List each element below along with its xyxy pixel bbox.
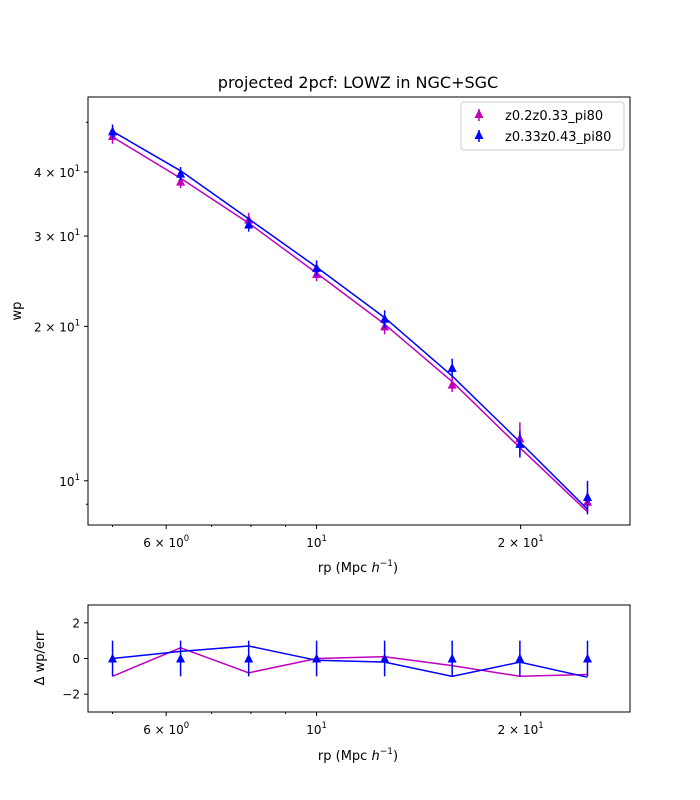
data-point	[380, 653, 390, 663]
residual-y-axis-label: Δ wp/err	[33, 630, 48, 685]
model-line-2	[112, 130, 589, 510]
residual-x-axis-label: rp (Mpc h−1)	[318, 747, 398, 764]
data-point	[515, 438, 525, 448]
data-point	[108, 126, 118, 136]
data-point	[108, 653, 118, 663]
data-point	[447, 362, 457, 372]
y-tick-label: 2 × 101	[34, 318, 80, 334]
y-tick-label: 101	[59, 473, 80, 489]
x-tick-label: 6 × 100	[143, 721, 189, 737]
model-line-1	[112, 136, 589, 513]
data-point	[312, 262, 322, 272]
chart-title: projected 2pcf: LOWZ in NGC+SGC	[218, 73, 498, 92]
residual-line-2	[112, 645, 588, 678]
x-tick-label: 2 × 101	[498, 534, 544, 550]
legend-label-2: z0.33z0.43_pi80	[505, 130, 611, 145]
data-point	[582, 491, 592, 501]
legend-marker-1	[474, 109, 484, 118]
residual-plot-frame	[87, 604, 631, 713]
y-tick-label: 0	[72, 652, 80, 666]
main-plot-frame	[87, 96, 631, 526]
x-tick-label: 101	[306, 721, 327, 737]
data-point	[380, 313, 390, 323]
main-panel: projected 2pcf: LOWZ in NGC+SGC wp rp (M…	[10, 73, 631, 576]
y-tick-label: 4 × 101	[34, 164, 80, 180]
legend-marker-2	[474, 130, 484, 139]
y-tick-label: 3 × 101	[34, 228, 80, 244]
data-point	[447, 653, 457, 663]
data-point	[312, 653, 322, 663]
legend: z0.2z0.33_pi80 z0.33z0.43_pi80	[460, 101, 625, 151]
legend-label-1: z0.2z0.33_pi80	[505, 109, 603, 124]
data-point	[176, 176, 186, 186]
data-point	[176, 168, 186, 178]
y-tick-label: 2	[72, 616, 80, 630]
x-tick-label: 2 × 101	[498, 721, 544, 737]
data-point	[582, 653, 592, 663]
data-point	[244, 219, 254, 229]
x-axis-label: rp (Mpc h−1)	[318, 559, 398, 576]
x-tick-label: 6 × 100	[143, 534, 189, 550]
data-point	[244, 653, 254, 663]
y-axis-label: wp	[10, 302, 25, 321]
x-tick-label: 101	[306, 534, 327, 550]
y-tick-label: −2	[62, 688, 80, 702]
data-point	[447, 379, 457, 389]
residual-line-1	[112, 646, 588, 678]
residual-panel: Δ wp/err rp (Mpc h−1) 6 × 100 101 2 × 101 −…	[33, 604, 631, 764]
data-point	[515, 653, 525, 663]
data-point	[176, 653, 186, 663]
legend-box	[460, 101, 625, 151]
